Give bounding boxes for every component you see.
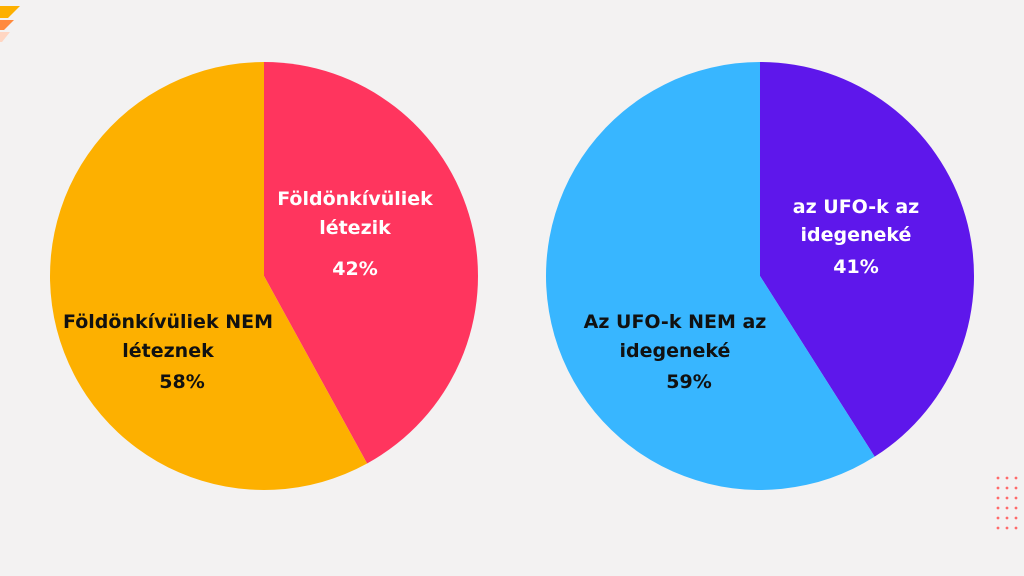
- pie-1-slice-2-label-line-2: léteznek: [122, 340, 214, 362]
- pie-2-slice-1-percent: 41%: [833, 256, 878, 278]
- dot-grid-decoration: [996, 476, 1018, 530]
- pie-2-slice-2-percent: 59%: [666, 371, 711, 393]
- pie-chart-2: az UFO-k az idegeneké 41% Az UFO-k NEM az id…: [545, 62, 974, 490]
- pie-2-slice-1-label-line-2: idegeneké: [801, 224, 912, 246]
- pie-2-slice-2-label-line-1: Az UFO-k NEM az: [584, 311, 767, 333]
- pie-1-slice-2: [49, 62, 368, 490]
- pie-2-slice-1-label-line-1: az UFO-k az: [793, 196, 919, 218]
- pie-chart-1: Földönkívüliek létezik 42% Földönkívüliek N…: [49, 62, 478, 490]
- pie-1-slice-1-label-line-1: Földönkívüliek: [277, 188, 433, 210]
- pie-1-slice-2-percent: 58%: [159, 371, 204, 393]
- pie-2-slice-2-label-line-2: idegeneké: [620, 340, 731, 362]
- pie-2-slice-2: [545, 62, 875, 490]
- pie-1-slice-1-percent: 42%: [332, 258, 377, 280]
- pie-2-slice-1: [760, 62, 974, 457]
- corner-chevron-decoration: [0, 6, 20, 42]
- pie-1-slice-1-label-line-2: létezik: [319, 217, 391, 239]
- pie-1-slice-2-label-line-1: Földönkívüliek NEM: [63, 311, 273, 333]
- pie-1-slice-1: [264, 62, 478, 464]
